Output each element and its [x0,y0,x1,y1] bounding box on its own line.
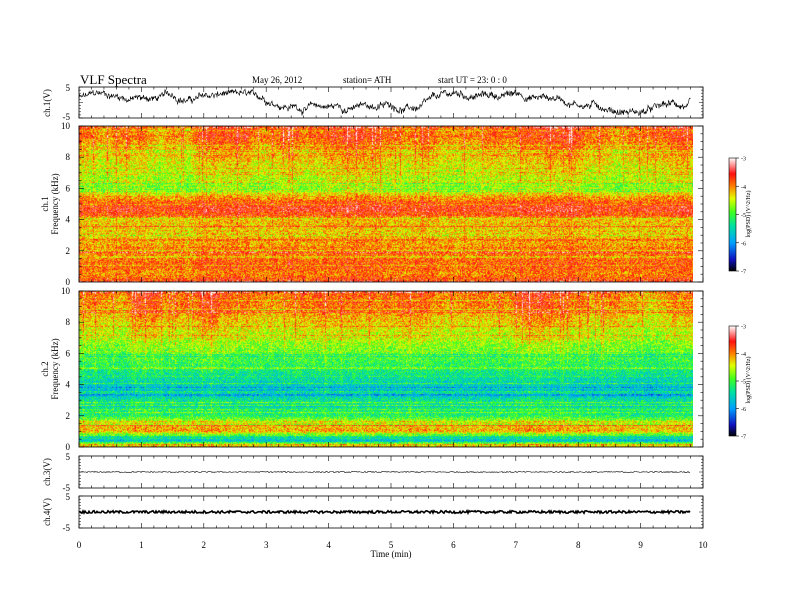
colorbar-tick-label: -5 [741,380,746,386]
time-tick-label: 8 [576,540,581,550]
time-tick-label: 7 [514,540,519,550]
ch4-waveform-ylabel: ch.4(V) [42,498,52,526]
ch1-colorbar: -3 -4 -5 -6 -7 log(PSD) (V^2/Hz) [728,157,752,276]
frequency-tick-label: 4 [66,380,71,390]
ch1-waveform-panel: 5 -5 ch.1(V) [42,83,704,122]
ch2-colorbar-label: log(PSD) (V^2/Hz) [745,357,752,404]
ch2-frequency-ylabel: Frequency (kHz) [50,338,60,399]
ch1-spectrogram-yticks: 0 2 4 6 8 10 [61,121,703,287]
ch2-spectrogram-heatmap [79,291,693,447]
ch1-spectrogram-xticks [78,126,704,282]
time-tick-label: 3 [264,540,269,550]
time-tick-label: 9 [638,540,643,550]
colorbar-tick-label: -6 [741,407,746,413]
colorbar-tick-label: -6 [741,241,746,247]
ch2-colorbar-ramp [728,325,737,437]
time-axis-label: Time (min) [371,549,412,559]
ch1-ytick-top: 5 [66,83,71,93]
ch1-spectrogram-panel: 0 2 4 6 8 10 ch.1 Frequency (kHz) [40,121,704,287]
ch1-colorbar-ramp [728,157,737,272]
ch1-waveform-trace [78,88,691,116]
colorbar-tick-label: -4 [741,185,746,191]
ch2-channel-label: ch.2 [40,361,50,376]
colorbar-tick-label: -3 [741,157,746,163]
frequency-tick-label: 6 [66,348,71,358]
ch4-ytick-bottom: -5 [63,523,71,533]
ch3-waveform-trace [78,470,691,474]
ch2-colorbar: -3 -4 -5 -6 -7 log(PSD) (V^2/Hz) [728,325,752,441]
ch1-ytick-bottom: -5 [63,112,71,122]
ch3-waveform-ticks [78,455,704,489]
frequency-tick-label: 10 [61,286,71,296]
frequency-tick-label: 2 [66,246,71,256]
ch2-colorbar-ticks: -3 -4 -5 -6 -7 [736,325,746,441]
figure-station: station= ATH [343,75,392,85]
frequency-tick-label: 4 [66,215,71,225]
frequency-tick-label: 8 [66,152,71,162]
ch2-spectrogram-panel: 0 2 4 6 8 10 ch.2 Frequency (kHz) [40,286,704,452]
figure-date: May 26, 2012 [252,75,302,85]
ch1-colorbar-ticks: -3 -4 -5 -6 -7 [736,157,746,276]
ch3-ytick-bottom: -5 [63,483,71,493]
ch2-spectrogram-xticks [78,291,704,447]
time-tick-label: 0 [77,540,82,550]
ch4-waveform-ticks [78,495,704,529]
frequency-tick-label: 0 [66,277,71,287]
frequency-tick-label: 10 [61,121,71,131]
frequency-tick-label: 2 [66,411,71,421]
time-tick-label: 5 [389,540,394,550]
time-tick-label: 2 [202,540,207,550]
figure-title: VLF Spectra [80,72,147,87]
ch1-spectrogram-heatmap [79,126,693,282]
ch2-spectrogram-yticks: 0 2 4 6 8 10 [61,286,703,452]
ch1-colorbar-label: log(PSD) (V^2/Hz) [745,191,752,238]
figure-start-ut: start UT = 23: 0 : 0 [438,75,507,85]
ch1-waveform-ticks [78,86,704,119]
colorbar-tick-label: -4 [741,352,746,358]
time-tick-label: 10 [699,540,709,550]
frequency-tick-label: 8 [66,317,71,327]
frequency-tick-label: 6 [66,183,71,193]
time-tick-label: 6 [451,540,456,550]
time-axis-tick-labels: 0 1 2 3 4 5 6 7 8 9 10 [77,540,708,550]
ch4-waveform-trace [78,509,691,516]
time-tick-label: 1 [139,540,144,550]
time-tick-label: 4 [326,540,331,550]
ch3-waveform-panel: 5 -5 ch.3(V) [42,452,704,493]
ch4-ytick-top: 5 [66,492,71,502]
ch3-waveform-ylabel: ch.3(V) [42,458,52,486]
colorbar-tick-label: -3 [741,325,746,331]
colorbar-tick-label: -5 [741,213,746,219]
ch3-ytick-top: 5 [66,452,71,462]
colorbar-tick-label: -7 [741,270,746,276]
ch4-waveform-panel: 5 -5 ch.4(V) 0 1 2 3 4 5 6 7 8 9 10 Time (min) [42,492,708,559]
ch1-frequency-ylabel: Frequency (kHz) [50,173,60,234]
ch1-waveform-ylabel: ch.1(V) [42,89,52,117]
colorbar-tick-label: -7 [741,435,746,441]
ch1-channel-label: ch.1 [40,196,50,211]
frequency-tick-label: 0 [66,442,71,452]
